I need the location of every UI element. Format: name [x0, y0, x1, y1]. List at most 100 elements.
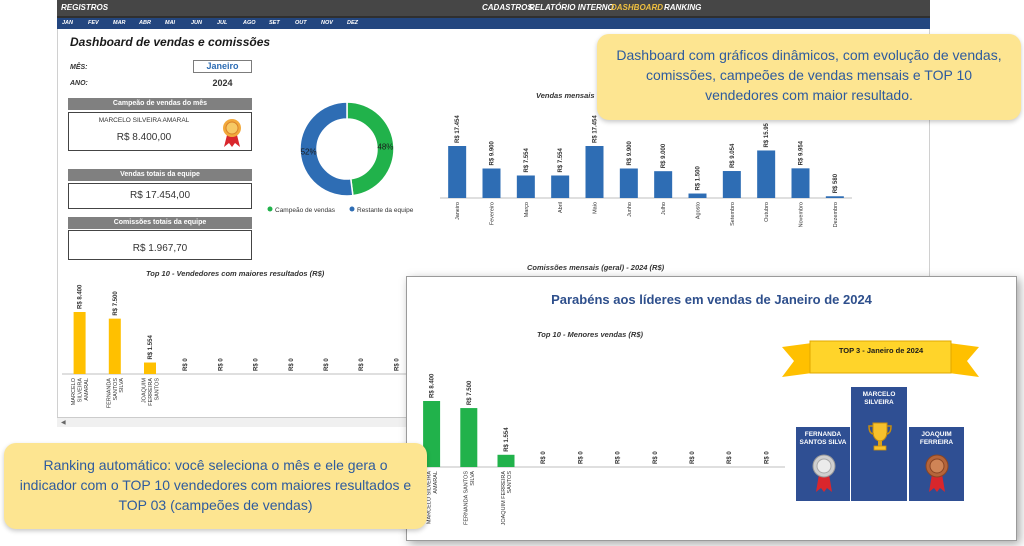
- top10-best-chart: R$ 8.400 MARCELO SILVEIRA AMARAL R$ 7.500 FER…: [62, 284, 406, 409]
- category-label: JOAQUIM: [142, 378, 148, 403]
- bar-value-label: R$ 0: [541, 451, 547, 464]
- month-tab-fev[interactable]: FEV: [88, 20, 99, 26]
- category-label: Maio: [593, 202, 599, 214]
- bar-value-label: R$ 0: [690, 451, 696, 464]
- app-title: REGISTROS: [61, 3, 109, 12]
- month-tab-nov[interactable]: NOV: [321, 20, 333, 26]
- bar-value-label: R$ 9.954: [799, 140, 805, 165]
- category-label: SANTOS: [154, 378, 160, 401]
- category-label: Janeiro: [455, 202, 461, 220]
- bar-value-label: R$ 580: [833, 173, 839, 193]
- bar: [722, 171, 741, 198]
- category-label: FERNANDA: [106, 378, 112, 409]
- bar-value-label: R$ 9.900: [627, 140, 633, 165]
- bar-value-label: R$ 9.900: [490, 140, 496, 165]
- bronze-medal-icon: [925, 454, 949, 492]
- month-tab-abr[interactable]: ABR: [139, 20, 151, 26]
- legend-marker: [349, 206, 355, 212]
- bar: [144, 362, 156, 374]
- bar: [757, 150, 776, 198]
- category-label: Julho: [661, 202, 667, 215]
- month-tab-mai[interactable]: MAI: [165, 20, 176, 26]
- horizontal-scrollbar[interactable]: ◀: [57, 417, 437, 427]
- medal-icon: [223, 119, 241, 147]
- bar-value-label: R$ 7.554: [524, 147, 530, 172]
- champion-card-header: Campeão de vendas do mês: [68, 98, 252, 110]
- bar-value-label: R$ 7.500: [113, 291, 119, 316]
- bar-value-label: R$ 7.500: [467, 380, 473, 405]
- champion-name: MARCELO SILVEIRA AMARAL: [98, 117, 190, 124]
- menu-cadastros[interactable]: CADASTROS: [482, 3, 533, 12]
- menu-dashboard[interactable]: DASHBOARD: [611, 3, 663, 12]
- category-label: MARCELO SILVEIRA: [426, 471, 432, 524]
- bar-value-label: R$ 1.554: [148, 335, 154, 360]
- category-label: Abril: [558, 202, 564, 213]
- dashboard-title: Dashboard de vendas e comissões: [70, 35, 271, 49]
- podium-second: FERNANDA SANTOS SILVA: [795, 426, 851, 502]
- bar-value-label: R$ 0: [218, 358, 224, 371]
- bar: [585, 146, 604, 198]
- team-commission-header: Comissões totais da equipe: [68, 217, 252, 229]
- bar-value-label: R$ 0: [359, 358, 365, 371]
- category-label: Novembro: [799, 202, 805, 227]
- team-sales-value: R$ 17.454,00: [129, 190, 191, 201]
- month-tab-ago[interactable]: AGO: [243, 20, 256, 26]
- bar: [551, 175, 570, 198]
- bar-value-label: R$ 0: [254, 358, 260, 371]
- menu-relatorio-interno[interactable]: RELATÓRIO INTERNO: [529, 3, 614, 12]
- month-tab-mar[interactable]: MAR: [113, 20, 126, 26]
- month-tab-jan[interactable]: JAN: [62, 20, 74, 26]
- legend-label: Restante da equipe: [357, 207, 414, 214]
- bar-value-label: R$ 0: [727, 451, 733, 464]
- bar: [73, 312, 86, 374]
- month-tab-jun[interactable]: JUN: [191, 20, 203, 26]
- year-label: ANO:: [70, 80, 88, 87]
- top3-banner-label: TOP 3 - Janeiro de 2024: [838, 346, 924, 355]
- bar-value-label: R$ 17.454: [593, 115, 599, 143]
- bar: [423, 401, 441, 467]
- bar: [688, 193, 707, 198]
- podium-first: MARCELO SILVEIRA: [850, 386, 908, 502]
- month-tab-set[interactable]: SET: [269, 20, 280, 26]
- category-label: FERNANDA SANTOS: [464, 471, 470, 525]
- category-label: Outubro: [764, 202, 770, 222]
- month-tab-jul[interactable]: JUL: [217, 20, 228, 26]
- bar-value-label: R$ 17.454: [455, 115, 461, 143]
- menu-ranking[interactable]: RANKING: [664, 3, 702, 12]
- team-sales-header: Vendas totais da equipe: [68, 169, 252, 181]
- bar: [460, 408, 478, 467]
- category-label: SILVEIRA: [78, 378, 84, 403]
- month-select[interactable]: Janeiro: [193, 60, 252, 73]
- bar: [516, 175, 535, 198]
- champion-share-donut-chart: 48% 52% Campeão de vendas Restante da equip…: [267, 101, 414, 214]
- donut-slice-label: 48%: [377, 143, 393, 152]
- bar-value-label: R$ 1.500: [696, 166, 702, 191]
- month-tab-dez[interactable]: DEZ: [347, 20, 358, 26]
- top10-chart-title: Top 10 - Vendedores com maiores resultad…: [146, 269, 325, 278]
- top-menu-bar: REGISTROS CADASTROS RELATÓRIO INTERNO DA…: [57, 0, 930, 18]
- category-label: SANTOS: [113, 378, 119, 401]
- bar: [482, 168, 501, 198]
- bar-value-label: R$ 9.000: [661, 143, 667, 168]
- scroll-left-icon[interactable]: ◀: [61, 420, 66, 426]
- bar: [497, 454, 515, 467]
- team-commission-value: R$ 1.967,70: [132, 243, 188, 254]
- month-tab-out[interactable]: OUT: [295, 20, 307, 26]
- category-label: AMARAL: [84, 378, 90, 401]
- bar-value-label: R$ 8.400: [78, 284, 84, 309]
- bar-value-label: R$ 0: [616, 451, 622, 464]
- bar: [825, 196, 844, 198]
- category-label: AMARAL: [433, 471, 439, 494]
- team-sales-card: R$ 17.454,00: [68, 183, 252, 209]
- bar-value-label: R$ 7.554: [558, 147, 564, 172]
- category-label: MARCELO: [71, 377, 77, 405]
- bar-value-label: R$ 0: [653, 451, 659, 464]
- podium-third-name: JOAQUIM FERREIRA: [919, 431, 954, 446]
- bar-value-label: R$ 8.400: [430, 373, 436, 398]
- category-label: SILVA: [119, 378, 125, 393]
- month-label: MÊS:: [70, 64, 88, 71]
- category-label: Dezembro: [833, 202, 839, 227]
- category-label: Junho: [627, 202, 633, 217]
- champion-card: MARCELO SILVEIRA AMARAL R$ 8.400,00: [68, 112, 252, 151]
- donut-slice-label: 52%: [301, 147, 317, 156]
